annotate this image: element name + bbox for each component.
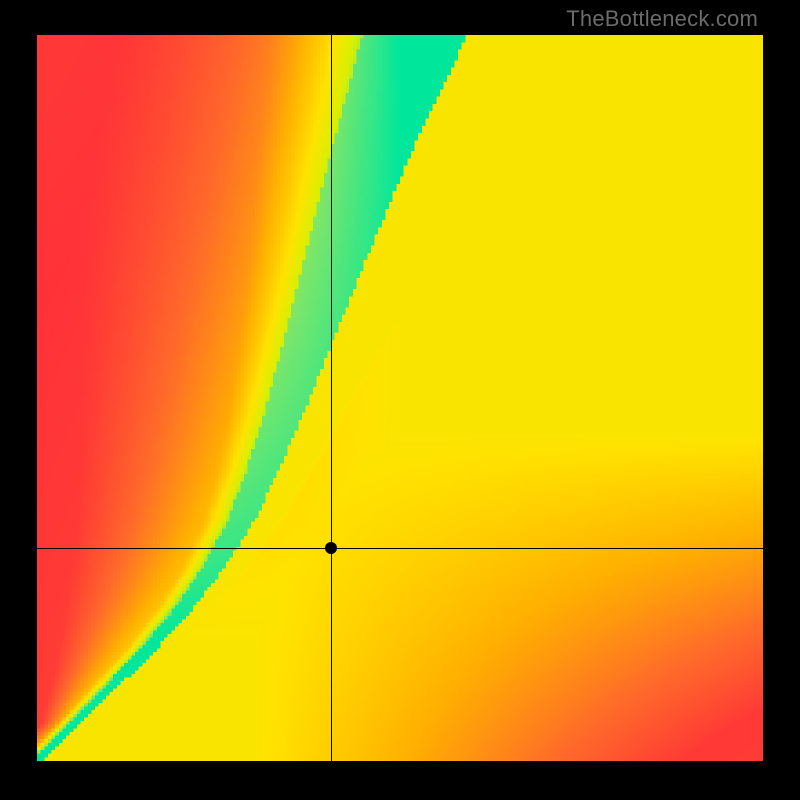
crosshair-horizontal (37, 548, 763, 549)
crosshair-vertical (331, 35, 332, 761)
data-point-marker (325, 542, 337, 554)
heatmap-plot (37, 35, 763, 761)
watermark-text: TheBottleneck.com (566, 6, 758, 32)
heatmap-canvas (37, 35, 763, 761)
